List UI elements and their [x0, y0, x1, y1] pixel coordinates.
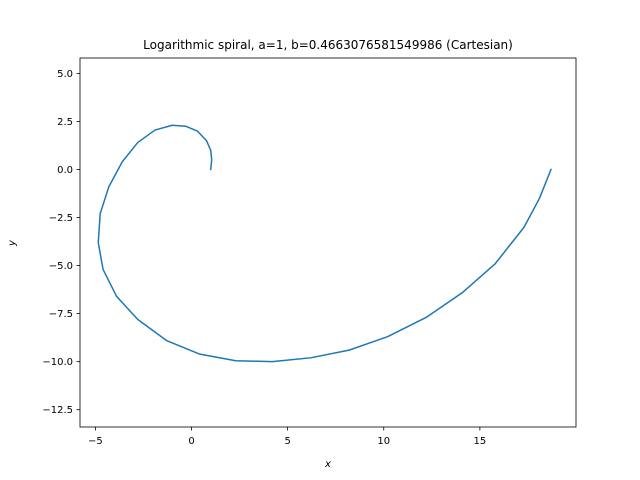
- y-tick-label: −7.5: [49, 309, 73, 320]
- y-tick-label: −2.5: [49, 213, 73, 224]
- axes-frame: [79, 57, 577, 428]
- y-tick-label: 2.5: [57, 117, 73, 128]
- x-tick-label: 15: [474, 436, 487, 447]
- x-tick-label: −5: [88, 436, 103, 447]
- x-tick-label: 5: [284, 436, 290, 447]
- y-tick-label: 5.0: [57, 69, 73, 80]
- y-axis-label: y: [7, 239, 18, 247]
- series-line: [97, 124, 552, 363]
- x-axis-label: x: [324, 459, 331, 470]
- y-tick-label: −12.5: [42, 405, 73, 416]
- x-tick-label: 0: [188, 436, 194, 447]
- chart-title: Logarithmic spiral, a=1, b=0.46630765815…: [143, 38, 513, 52]
- y-tick-label: −10.0: [42, 357, 73, 368]
- y-tick-label: −5.0: [49, 261, 73, 272]
- x-tick-label: 10: [377, 436, 390, 447]
- plot-area: −5 0 5 10 15 5.0 2.5 0.0 −2.5 −5.0 −7.5 −10.0 −12.5: [42, 57, 577, 447]
- y-tick-label: 0.0: [57, 165, 73, 176]
